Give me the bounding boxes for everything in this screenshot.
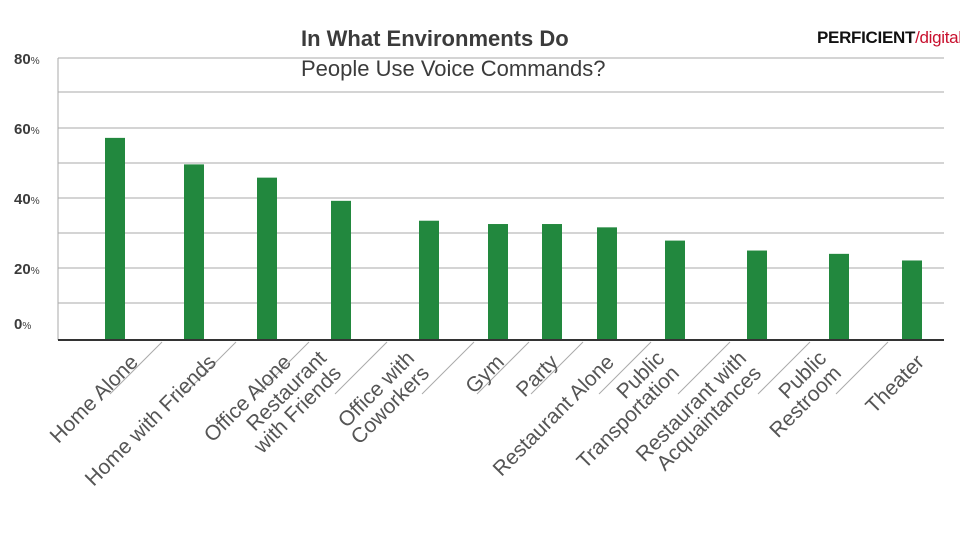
logo-suffix-text: digital (919, 28, 960, 47)
category-divider (677, 341, 731, 395)
y-tick-label: 20% (14, 261, 40, 278)
x-tick-label-line: Party (512, 350, 563, 401)
category-divider (530, 341, 584, 395)
bar-office-alone (257, 177, 277, 340)
category-divider (757, 341, 811, 395)
bar-restaurant-with-acquaintances (747, 250, 767, 340)
category-divider (476, 341, 530, 395)
bar-theater (902, 260, 922, 340)
x-tick-label: Theater (861, 351, 928, 418)
bar-restaurant-alone (597, 227, 617, 340)
bar-public-transportation (665, 240, 685, 340)
y-tick-label: 60% (14, 121, 40, 138)
bar-public-restroom (829, 253, 849, 340)
y-tick-label: 40% (14, 191, 40, 208)
chart-subtitle: People Use Voice Commands? (301, 56, 606, 81)
x-tick-label: Party (512, 350, 563, 401)
category-divider (256, 341, 310, 395)
bar-home-with-friends (184, 164, 204, 340)
bar-office-with-coworkers (419, 220, 439, 340)
x-tick-label-line: Home with Friends (81, 351, 221, 491)
chart-title: In What Environments Do (301, 26, 569, 51)
y-tick-label: 0% (14, 316, 31, 333)
x-tick-label: Gym (461, 351, 509, 399)
category-divider (334, 341, 388, 395)
category-divider (183, 341, 237, 395)
category-divider (598, 341, 652, 395)
bar-gym (488, 224, 508, 340)
category-divider (421, 341, 475, 395)
x-tick-label-line: Theater (861, 351, 928, 418)
category-divider (109, 341, 163, 395)
logo-slash: / (915, 28, 920, 47)
category-divider (835, 341, 889, 395)
bar-party (542, 224, 562, 340)
y-tick-label: 80% (14, 51, 40, 68)
bar-home-alone (105, 137, 125, 340)
x-tick-label: Home with Friends (81, 351, 221, 491)
logo-brand-text: PERFICIENT (817, 28, 916, 47)
brand-logo: PERFICIENT/digital (817, 28, 960, 48)
bar-restaurant-with-friends (331, 200, 351, 340)
x-tick-label-line: Gym (461, 351, 509, 399)
